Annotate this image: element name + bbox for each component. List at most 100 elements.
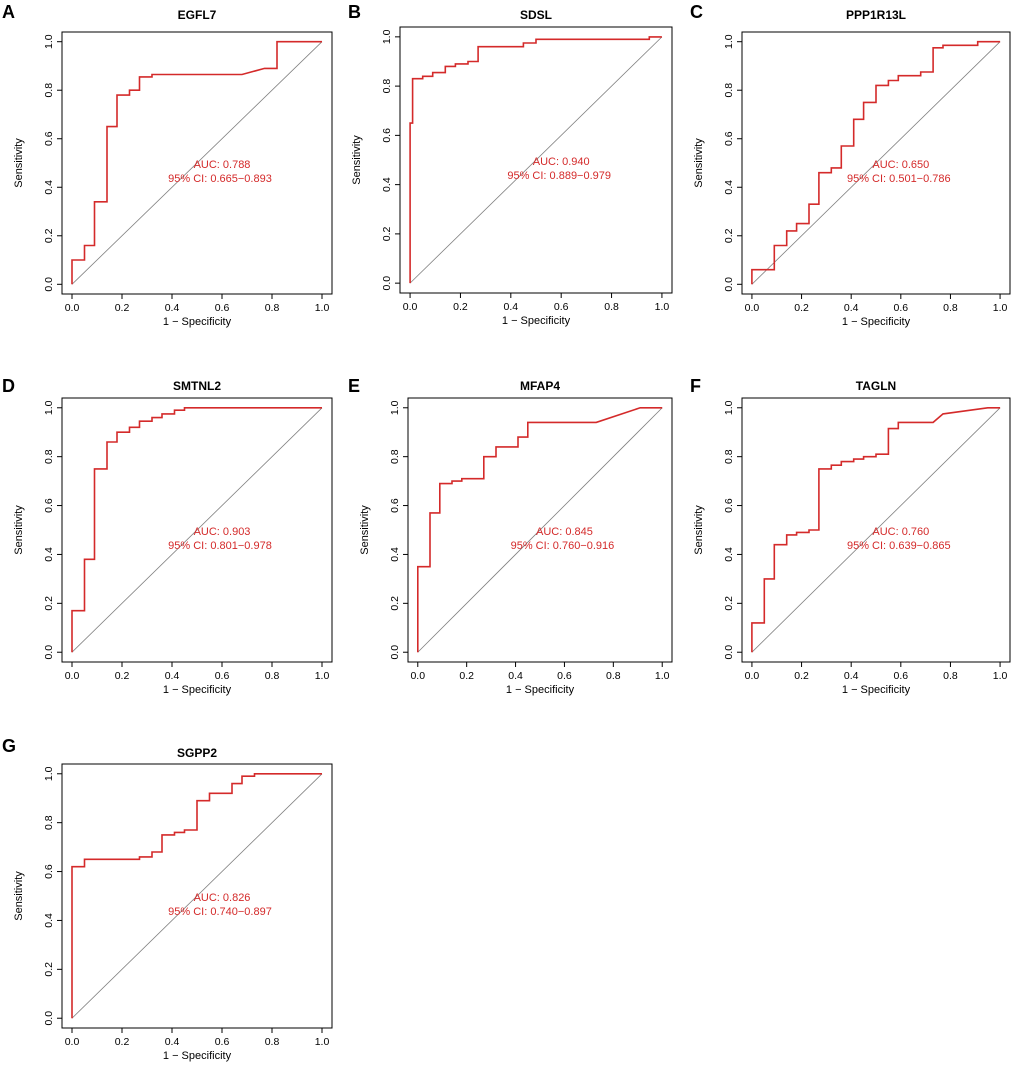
y-tick-label: 0.6 xyxy=(43,498,55,513)
x-tick-label: 0.6 xyxy=(554,301,569,313)
x-tick-label: 0.6 xyxy=(215,302,230,314)
chart-title: TAGLN xyxy=(856,379,896,393)
y-axis-label: Sensitivity xyxy=(351,135,363,185)
roc-curve xyxy=(751,40,1001,285)
y-tick-label: 0.2 xyxy=(381,226,393,241)
reference-diagonal xyxy=(409,36,663,284)
auc-label: AUC: 0.650 xyxy=(872,159,929,171)
panel-letter: F xyxy=(690,376,701,396)
x-tick-label: 0.8 xyxy=(606,670,621,682)
y-tick-label: 0.2 xyxy=(43,228,55,243)
y-tick-label: 0.0 xyxy=(43,277,55,292)
x-tick-label: 1.0 xyxy=(315,670,330,682)
y-tick-label: 0.0 xyxy=(723,645,735,660)
y-axis-label: Sensitivity xyxy=(693,138,705,188)
plot-frame xyxy=(61,31,333,295)
y-axis-label: Sensitivity xyxy=(13,871,25,921)
x-tick-label: 0.0 xyxy=(65,1036,80,1048)
roc-panel-a: A EGFL7 0.0 0.2 0.4 0.6 0.8 1.0 0.0 0.2 0.4 0.6 0.8 1… xyxy=(2,2,333,328)
reference-diagonal xyxy=(71,773,323,1019)
x-tick-label: 0.4 xyxy=(844,302,859,314)
reference-diagonal xyxy=(751,407,1001,653)
x-tick-label: 0.2 xyxy=(115,670,130,682)
x-tick-label: 0.4 xyxy=(165,670,180,682)
reference-diagonal xyxy=(71,407,323,653)
chart-title: SMTNL2 xyxy=(173,379,221,393)
x-tick-label: 1.0 xyxy=(315,302,330,314)
y-axis-label: Sensitivity xyxy=(13,138,25,188)
roc-panel-e: E MFAP4 0.0 0.2 0.4 0.6 0.8 1.0 0.0 0.2 0.4 0.6 0.8 1… xyxy=(348,376,673,696)
roc-curve xyxy=(71,772,322,1019)
panel-letter: A xyxy=(2,2,15,22)
y-tick-label: 0.6 xyxy=(723,498,735,513)
x-tick-label: 0.6 xyxy=(215,1036,230,1048)
x-tick-label: 0.0 xyxy=(410,670,425,682)
panel-letter: B xyxy=(348,2,361,22)
x-tick-label: 0.4 xyxy=(844,670,859,682)
y-tick-label: 1.0 xyxy=(43,34,55,49)
ci-label: 95% CI: 0.760−0.916 xyxy=(511,540,615,552)
roc-curve xyxy=(71,406,322,653)
y-tick-label: 0.6 xyxy=(723,131,735,146)
y-tick-label: 0.2 xyxy=(43,962,55,977)
roc-panel-d: D SMTNL2 0.0 0.2 0.4 0.6 0.8 1.0 0.0 0.2 0.4 0.6 0.8… xyxy=(2,376,333,696)
x-tick-label: 0.6 xyxy=(894,302,909,314)
y-tick-label: 0.6 xyxy=(43,864,55,879)
auc-label: AUC: 0.940 xyxy=(533,156,590,168)
x-tick-label: 0.2 xyxy=(794,302,809,314)
x-tick-label: 0.8 xyxy=(943,670,958,682)
y-tick-label: 0.8 xyxy=(381,79,393,94)
x-tick-label: 0.0 xyxy=(65,302,80,314)
y-tick-label: 0.0 xyxy=(43,1011,55,1026)
x-tick-label: 1.0 xyxy=(655,301,670,313)
x-tick-label: 0.4 xyxy=(165,1036,180,1048)
roc-panel-c: C PPP1R13L 0.0 0.2 0.4 0.6 0.8 1.0 0.0 0.2 0.4 0.6 0… xyxy=(690,2,1011,328)
y-tick-label: 0.0 xyxy=(381,276,393,291)
y-tick-label: 1.0 xyxy=(723,34,735,49)
y-tick-label: 0.8 xyxy=(723,83,735,98)
plot-frame xyxy=(741,397,1011,663)
x-tick-label: 0.4 xyxy=(165,302,180,314)
y-tick-label: 0.0 xyxy=(43,645,55,660)
chart-title: EGFL7 xyxy=(178,8,217,22)
x-tick-label: 0.0 xyxy=(745,670,760,682)
auc-label: AUC: 0.760 xyxy=(872,526,929,538)
reference-diagonal xyxy=(71,41,323,285)
x-tick-label: 0.2 xyxy=(453,301,468,313)
plot-frame xyxy=(741,31,1011,295)
y-tick-label: 0.8 xyxy=(723,449,735,464)
y-tick-label: 0.8 xyxy=(43,449,55,464)
chart-title: MFAP4 xyxy=(520,379,560,393)
x-axis-label: 1 − Specificity xyxy=(506,684,575,696)
auc-label: AUC: 0.845 xyxy=(536,526,593,538)
roc-panel-f: F TAGLN 0.0 0.2 0.4 0.6 0.8 1.0 0.0 0.2 0.4 0.6 0.8 1… xyxy=(690,376,1011,696)
x-axis-label: 1 − Specificity xyxy=(842,316,911,328)
x-tick-label: 0.8 xyxy=(265,1036,280,1048)
panel-letter: G xyxy=(2,736,16,756)
y-tick-label: 0.4 xyxy=(43,547,55,562)
y-tick-label: 0.2 xyxy=(43,596,55,611)
x-tick-label: 0.2 xyxy=(115,302,130,314)
y-tick-label: 1.0 xyxy=(389,400,401,415)
roc-panel-b: B SDSL 0.0 0.2 0.4 0.6 0.8 1.0 0.0 0.2 0.4 0.6 0.8 1.… xyxy=(348,2,673,327)
plot-frame xyxy=(61,763,333,1029)
plot-frame xyxy=(399,26,673,294)
y-tick-label: 1.0 xyxy=(381,29,393,44)
auc-label: AUC: 0.788 xyxy=(194,159,251,171)
panel-letter: C xyxy=(690,2,703,22)
y-tick-label: 1.0 xyxy=(43,400,55,415)
ci-label: 95% CI: 0.801−0.978 xyxy=(168,540,272,552)
y-tick-label: 0.4 xyxy=(43,913,55,928)
ci-label: 95% CI: 0.740−0.897 xyxy=(168,906,272,918)
panel-letter: D xyxy=(2,376,15,396)
y-tick-label: 0.0 xyxy=(389,645,401,660)
y-tick-label: 0.2 xyxy=(723,228,735,243)
y-tick-label: 1.0 xyxy=(723,400,735,415)
x-tick-label: 0.2 xyxy=(459,670,474,682)
x-tick-label: 0.6 xyxy=(557,670,572,682)
y-tick-label: 0.4 xyxy=(43,180,55,195)
x-tick-label: 0.2 xyxy=(794,670,809,682)
x-tick-label: 0.4 xyxy=(504,301,519,313)
y-tick-label: 1.0 xyxy=(43,766,55,781)
